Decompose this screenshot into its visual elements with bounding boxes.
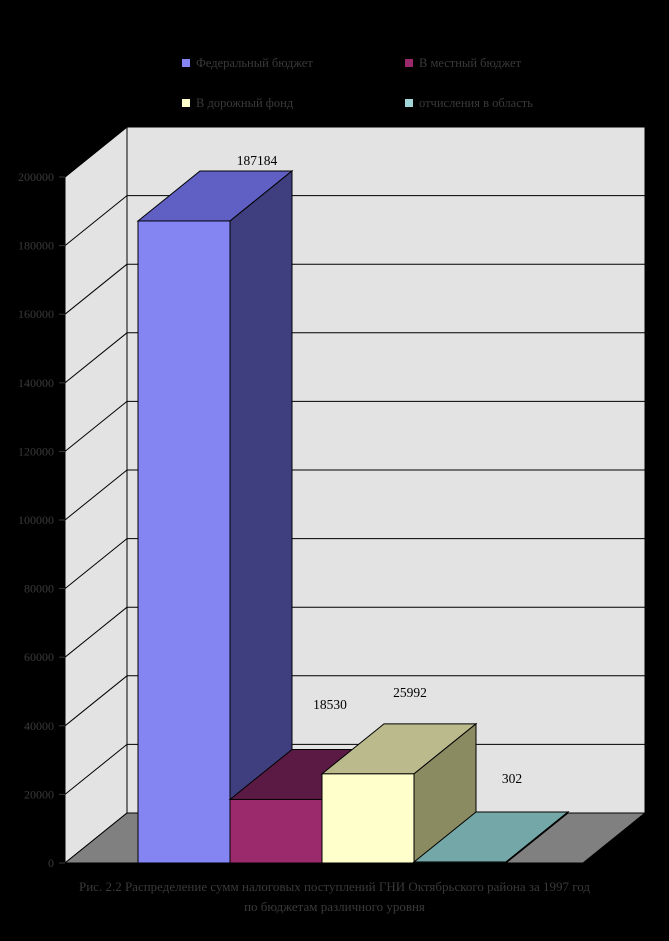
gridline-left-40000 (64, 675, 128, 727)
caption-line-1: Рис. 2.2 Распределение сумм налоговых по… (79, 879, 590, 894)
chart-caption: Рис. 2.2 Распределение сумм налоговых по… (0, 877, 669, 917)
bar-1-front-face (229, 798, 323, 864)
gridline-left-120000 (64, 401, 128, 452)
gridline-left-100000 (64, 469, 128, 521)
data-label-3: 302 (502, 771, 522, 786)
y-tick-label-200000: 200000 (18, 170, 54, 184)
y-tick-label-180000: 180000 (18, 239, 54, 253)
gridline-left-60000 (64, 606, 128, 658)
data-label-2: 25992 (393, 685, 427, 700)
legend-swatch-federal-budget (182, 59, 190, 67)
bar-2-front-face (321, 773, 415, 864)
legend-label-federal-budget: Федеральный бюджет (196, 55, 313, 70)
y-tick-label-120000: 120000 (18, 444, 54, 458)
data-label-0: 187184 (237, 153, 278, 168)
y-tick-label-160000: 160000 (18, 307, 54, 321)
data-label-1: 18530 (313, 697, 347, 712)
legend-swatch-oblast-contributions (405, 99, 413, 107)
legend-swatch-local-budget (405, 59, 413, 67)
legend-item-oblast-contributions: отчисления в область (405, 96, 533, 110)
gridline-left-200000 (64, 126, 128, 178)
y-tick-label-140000: 140000 (18, 376, 54, 390)
gridline-left-180000 (64, 195, 128, 246)
y-tick-label-80000: 80000 (24, 582, 54, 596)
bar-3-front-face (413, 861, 507, 864)
legend-label-road-fund: В дорожный фонд (196, 95, 294, 110)
y-tick-label-20000: 20000 (24, 787, 54, 801)
y-tick-label-40000: 40000 (24, 719, 54, 733)
gridline-left-140000 (64, 332, 128, 384)
gridline-left-20000 (64, 744, 128, 795)
y-tick-label-60000: 60000 (24, 650, 54, 664)
legend-label-oblast-contributions: отчисления в область (419, 95, 533, 110)
bar-0-front-face (137, 220, 231, 864)
legend-label-local-budget: В местный бюджет (419, 55, 522, 70)
legend-item-local-budget: В местный бюджет (405, 56, 521, 70)
y-tick-label-100000: 100000 (18, 513, 54, 527)
legend-item-federal-budget: Федеральный бюджет (182, 56, 313, 70)
gridline-left-80000 (64, 538, 128, 589)
legend-item-road-fund: В дорожный фонд (182, 96, 293, 110)
caption-line-2: по бюджетам различного уровня (244, 899, 425, 914)
legend-swatch-road-fund (182, 99, 190, 107)
y-tick-label-0: 0 (48, 856, 54, 870)
gridline-left-160000 (64, 263, 128, 315)
